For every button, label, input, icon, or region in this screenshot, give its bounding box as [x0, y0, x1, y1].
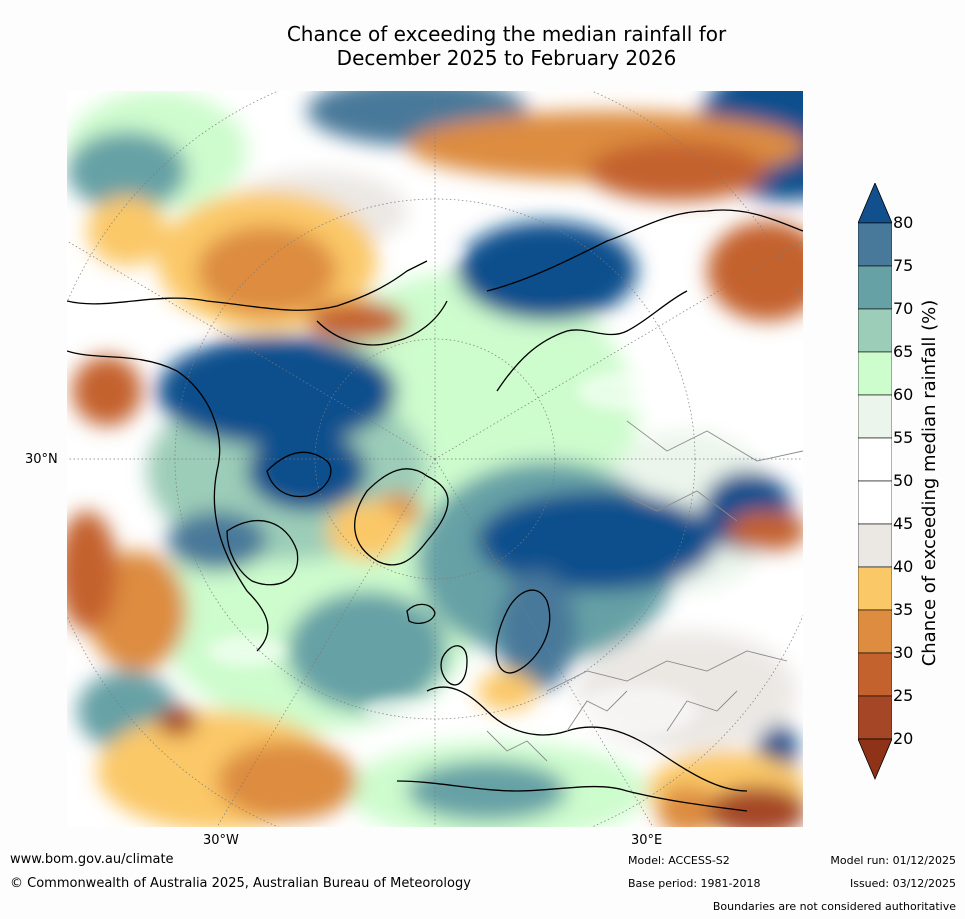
- colorbar-band: [857, 652, 893, 697]
- colorbar-tick-label: 50: [893, 471, 914, 490]
- colorbar-tick-label: 20: [893, 729, 914, 748]
- colorbar-band: [857, 308, 893, 353]
- colorbar-band: [857, 222, 893, 267]
- colorbar-graphic: [857, 181, 893, 781]
- colorbar-band: [857, 523, 893, 568]
- colorbar-tick-label: 75: [893, 256, 914, 275]
- colorbar-tick-label: 25: [893, 686, 914, 705]
- colorbar-band: [857, 566, 893, 611]
- issued-text: Issued: 03/12/2025: [849, 877, 956, 890]
- map-canvas: [67, 91, 803, 827]
- colorbar: [857, 181, 893, 787]
- colorbar-tick-label: 55: [893, 428, 914, 447]
- latitude-label: 30°N: [25, 452, 58, 467]
- country-borders: [486, 420, 803, 762]
- colorbar-tick-label: 40: [893, 557, 914, 576]
- colorbar-tick-label: 30: [893, 643, 914, 662]
- colorbar-tick-label: 65: [893, 342, 914, 361]
- coastlines: [67, 209, 803, 812]
- colorbar-band: [857, 351, 893, 396]
- longitude-label-east: 30°E: [631, 833, 663, 848]
- texture-layer: [157, 237, 732, 736]
- colorbar-band: [857, 394, 893, 439]
- colorbar-over-arrow: [857, 181, 893, 224]
- disclaimer-text: Boundaries are not considered authoritat…: [712, 900, 956, 913]
- graticule: [67, 91, 803, 827]
- model-text: Model: ACCESS-S2: [628, 854, 730, 867]
- website-link[interactable]: www.bom.gov.au/climate: [10, 852, 174, 867]
- chart-title: Chance of exceeding the median rainfall …: [60, 22, 953, 70]
- rainfall-map[interactable]: [67, 91, 803, 827]
- colorbar-tick-label: 35: [893, 600, 914, 619]
- base-period-text: Base period: 1981-2018: [628, 877, 761, 890]
- colorbar-band: [857, 609, 893, 654]
- model-run-text: Model run: 01/12/2025: [830, 854, 956, 867]
- probability-field: [67, 91, 803, 827]
- colorbar-band: [857, 265, 893, 310]
- colorbar-tick-label: 45: [893, 514, 914, 533]
- longitude-label-west: 30°W: [203, 833, 239, 848]
- colorbar-tick-label: 70: [893, 299, 914, 318]
- colorbar-label: Chance of exceeding median rainfall (%): [919, 299, 940, 667]
- colorbar-under-arrow: [857, 738, 893, 781]
- copyright-text: © Commonwealth of Australia 2025, Austra…: [10, 876, 471, 891]
- colorbar-band: [857, 695, 893, 740]
- title-line-1: Chance of exceeding the median rainfall …: [286, 22, 727, 46]
- colorbar-band: [857, 480, 893, 525]
- colorbar-band: [857, 437, 893, 482]
- colorbar-tick-label: 80: [893, 213, 914, 232]
- colorbar-tick-label: 60: [893, 385, 914, 404]
- title-line-2: December 2025 to February 2026: [336, 46, 677, 70]
